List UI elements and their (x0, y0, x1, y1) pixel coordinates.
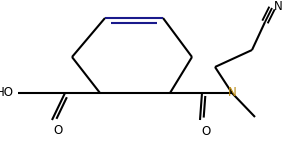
Text: HO: HO (0, 86, 14, 100)
Text: N: N (274, 0, 283, 13)
Text: O: O (201, 125, 210, 138)
Text: O: O (53, 124, 63, 137)
Text: N: N (228, 86, 236, 100)
